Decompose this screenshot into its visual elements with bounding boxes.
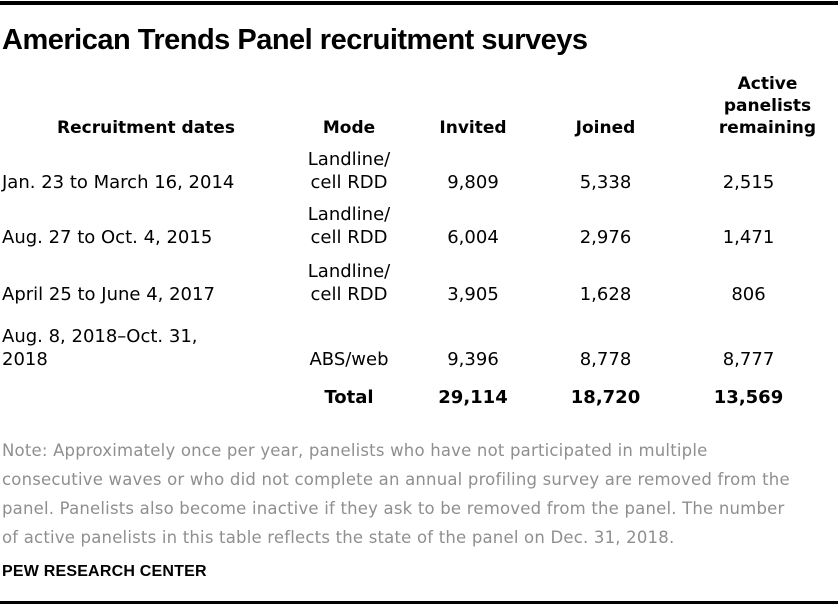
total-label: Total [324,387,374,408]
total-invited: 29,114 [438,387,508,408]
cell-mode: Landline/ cell RDD [307,149,391,193]
cell-joined: 5,338 [579,172,632,193]
table-header-row: Recruitment dates Mode Invited Joined Ac… [2,56,824,142]
cell-invited: 3,905 [447,284,499,305]
cell-mode: Landline/ cell RDD [307,204,391,248]
cell-joined: 1,628 [579,284,632,305]
chart-title: American Trends Panel recruitment survey… [2,24,588,56]
total-active-remaining: 13,569 [713,387,784,408]
bottom-rule [0,601,838,604]
cell-dates: Jan. 23 to March 16, 2014 [2,172,235,193]
cell-empty [2,375,290,411]
cell-invited: 9,809 [447,172,499,193]
top-rule [0,1,838,5]
table-row: Jan. 23 to March 16, 2014 Landline/ cell… [2,142,824,198]
total-joined: 18,720 [570,387,641,408]
cell-dates: April 25 to June 4, 2017 [2,284,215,305]
cell-dates: Aug. 8, 2018–Oct. 31, 2018 [2,326,198,370]
col-header-active-panelists-remaining: Active panelists remaining [718,74,817,138]
cell-mode: ABS/web [309,349,389,370]
recruitment-table: Recruitment dates Mode Invited Joined Ac… [2,56,824,411]
note-text: Note: Approximately once per year, panel… [2,441,790,547]
cell-active-remaining: 1,471 [722,227,775,248]
cell-joined: 2,976 [579,227,632,248]
col-header-joined: Joined [575,118,636,138]
cell-mode: Landline/ cell RDD [307,261,391,305]
col-header-mode: Mode [322,118,376,138]
table-row: April 25 to June 4, 2017 Landline/ cell … [2,253,824,310]
table-row: Aug. 27 to Oct. 4, 2015 Landline/ cell R… [2,198,824,253]
cell-active-remaining: 8,777 [722,349,775,370]
source-label: PEW RESEARCH CENTER [2,563,207,580]
cell-joined: 8,778 [579,349,632,370]
cell-dates: Aug. 27 to Oct. 4, 2015 [2,227,213,248]
table-row: Aug. 8, 2018–Oct. 31, 2018 ABS/web 9,396… [2,310,824,375]
cell-invited: 9,396 [447,349,499,370]
cell-active-remaining: 806 [731,284,766,305]
cell-invited: 6,004 [447,227,499,248]
total-row: Total 29,114 18,720 13,569 [2,375,824,411]
col-header-recruitment-dates: Recruitment dates [57,118,235,138]
cell-active-remaining: 2,515 [722,172,775,193]
col-header-invited: Invited [439,118,507,138]
